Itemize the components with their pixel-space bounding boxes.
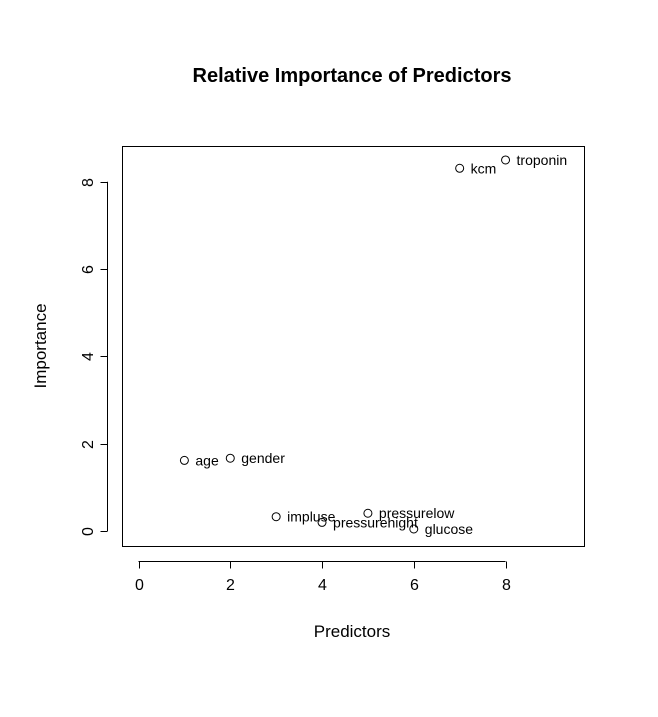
x-tick-label: 0 (135, 577, 144, 594)
y-tick-label: 6 (80, 265, 97, 274)
x-axis-label: Predictors (314, 622, 391, 641)
data-point (409, 524, 419, 534)
plot-frame (122, 146, 585, 547)
data-point (501, 155, 511, 165)
point-label: kcm (471, 160, 497, 176)
point-label: gender (241, 450, 285, 466)
chart-title: Relative Importance of Predictors (193, 65, 512, 87)
data-point (271, 512, 281, 522)
point-label: age (195, 452, 219, 468)
y-axis-label: Importance (31, 303, 50, 388)
data-point (317, 517, 327, 527)
data-point (363, 508, 373, 518)
y-axis: 0 2 4 6 8 (80, 178, 108, 536)
data-points: age gender implusepressurehightpressurelow… (179, 152, 568, 537)
x-tick-label: 8 (502, 577, 511, 594)
point-label: pressurelow (379, 505, 455, 521)
y-tick-label: 0 (80, 527, 97, 536)
point-label: pressurehight (333, 514, 418, 530)
y-tick-label: 8 (80, 178, 97, 187)
data-point (225, 453, 235, 463)
y-tick-label: 2 (80, 440, 97, 449)
y-tick-label: 4 (80, 352, 97, 361)
data-point (455, 163, 465, 173)
point-label: glucose (425, 521, 473, 537)
x-tick-label: 4 (318, 577, 327, 594)
x-tick-label: 6 (410, 577, 419, 594)
x-axis: 0 2 4 6 8 (135, 561, 511, 594)
point-label: impluse (287, 509, 335, 525)
point-label: troponin (517, 152, 568, 168)
data-point (179, 455, 189, 465)
x-tick-label: 2 (226, 577, 235, 594)
